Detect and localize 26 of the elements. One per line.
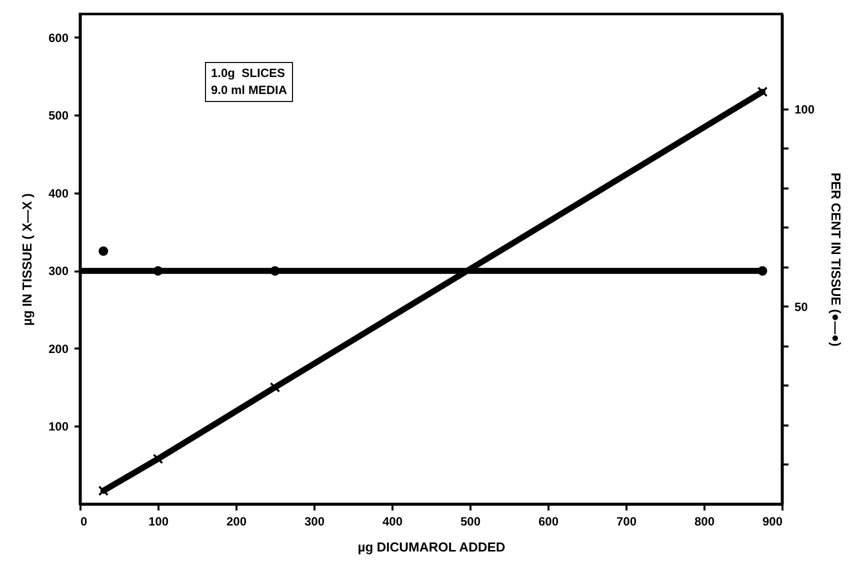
x-tick-label: 100 — [148, 514, 169, 528]
y-tick-label: 500 — [48, 108, 69, 123]
y-tick-label: 300 — [48, 264, 69, 278]
y-tick-label: 600 — [48, 30, 69, 45]
x-tick-label: 800 — [694, 514, 715, 528]
point — [98, 486, 109, 496]
point — [757, 86, 768, 97]
x-tick-label: 200 — [226, 514, 247, 528]
x-tick-label: 0 — [80, 514, 88, 528]
y2-tick-label: 100 — [794, 102, 815, 116]
x-tick-label: 300 — [304, 514, 325, 528]
y2-tick-label: 50 — [794, 300, 808, 314]
y-axis-title: µg IN TISSUE ( X—X ) — [19, 193, 34, 326]
x-tick-label: 600 — [538, 514, 559, 528]
y-tick-label: 100 — [48, 420, 69, 434]
point — [270, 382, 280, 393]
y-tick-label: 400 — [48, 186, 69, 200]
x-tick-label: 500 — [460, 514, 481, 528]
x-axis-title: µg DICUMAROL ADDED — [358, 540, 506, 554]
x-tick-label: 900 — [762, 514, 783, 528]
point — [152, 454, 164, 464]
x-tick-label: 400 — [382, 514, 403, 528]
x-tick-label: 700 — [616, 514, 637, 528]
y-tick-label: 200 — [48, 342, 69, 356]
note-box: 1.0g SLICES 9.0 ml MEDIA — [205, 62, 294, 102]
y2-axis-title: PER CENT IN TISSUE (●—●) — [828, 172, 844, 346]
